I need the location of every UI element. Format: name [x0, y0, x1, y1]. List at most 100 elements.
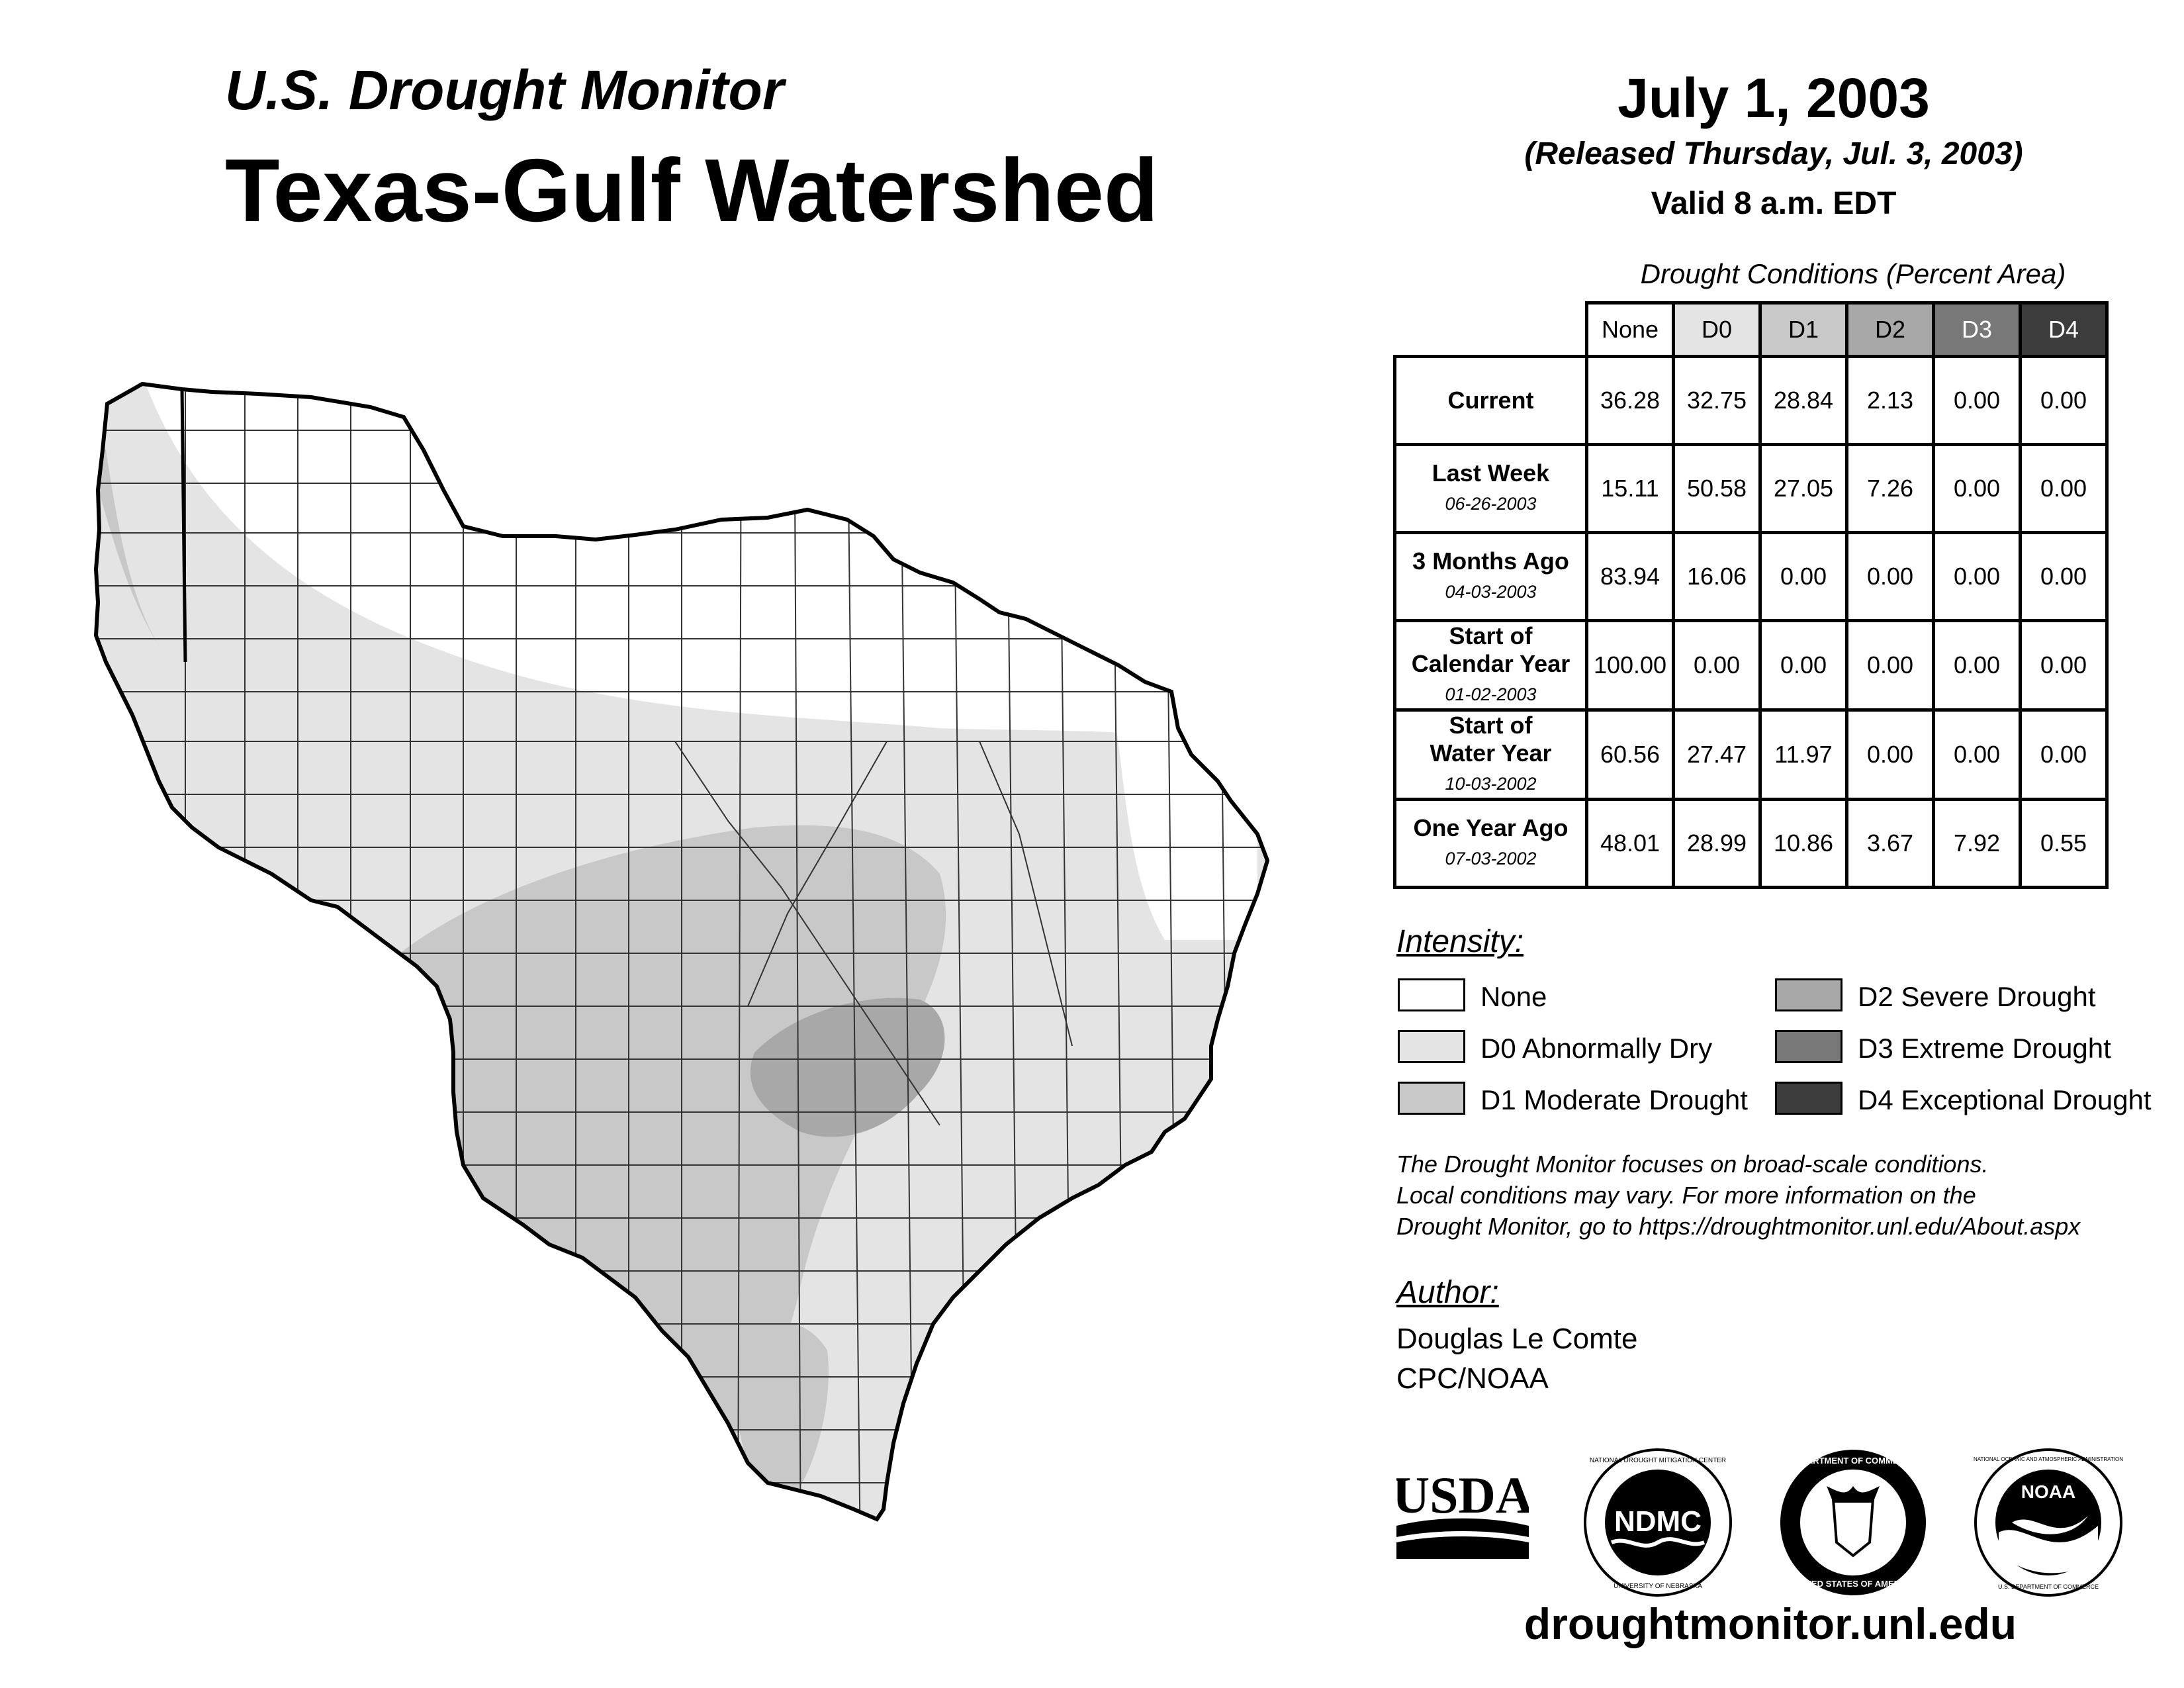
- legend-swatch: [1775, 978, 1843, 1011]
- valid-time: Valid 8 a.m. EDT: [1651, 186, 1897, 221]
- ndmc-ring-bottom: UNIVERSITY OF NEBRASKA: [1614, 1583, 1702, 1590]
- table-cell: 48.01: [1585, 798, 1675, 889]
- legend-title: Intensity:: [1396, 924, 1524, 959]
- table-cell: 100.00: [1585, 619, 1675, 712]
- table-cell: 0.00: [2019, 619, 2109, 712]
- ndmc-logo: NDMC NATIONAL DROUGHT MITIGATION CENTER …: [1584, 1448, 1732, 1597]
- table-cell: 60.56: [1585, 708, 1675, 801]
- row-label-text: Current: [1447, 387, 1534, 414]
- row-date: 01-02-2003: [1445, 684, 1537, 704]
- row-label: Current: [1393, 355, 1588, 446]
- col-header-none: None: [1585, 301, 1675, 358]
- legend-label: D1 Moderate Drought: [1480, 1084, 1748, 1115]
- release-date: (Released Thursday, Jul. 3, 2003): [1524, 136, 2023, 171]
- table-row: Start of Water Year 10-03-2002 60.56 27.47…: [1393, 708, 2109, 801]
- legend-swatch: [1398, 978, 1465, 1011]
- legend-swatch: [1775, 1082, 1843, 1115]
- usda-logo-text: USDA: [1396, 1466, 1529, 1524]
- usda-logo: USDA: [1396, 1466, 1529, 1559]
- table-cell: 16.06: [1672, 531, 1762, 622]
- row-label: Start of Calendar Year 01-02-2003: [1393, 619, 1588, 712]
- col-header-d1: D1: [1758, 301, 1848, 358]
- row-label-text: Start of Calendar Year: [1411, 622, 1570, 677]
- table-cell: 0.00: [1932, 531, 2022, 622]
- table-row: Last Week 06-26-2003 15.11 50.58 27.05 7.…: [1393, 443, 2109, 534]
- row-label: Start of Water Year 10-03-2002: [1393, 708, 1588, 801]
- table-row: Start of Calendar Year 01-02-2003 100.00 0…: [1393, 619, 2109, 712]
- table-caption: Drought Conditions (Percent Area): [1640, 258, 2066, 289]
- noaa-ring-bottom: U.S. DEPARTMENT OF COMMERCE: [1998, 1583, 2099, 1590]
- note-line: Local conditions may vary. For more info…: [1396, 1182, 1976, 1209]
- doc-ring-top: DEPARTMENT OF COMMERCE: [1790, 1456, 1917, 1466]
- row-label-text: Start of Water Year: [1430, 712, 1552, 767]
- doc-ring-bottom: UNITED STATES OF AMERICA: [1792, 1579, 1915, 1589]
- table-cell: 0.00: [1845, 619, 1935, 712]
- legend-label: D2 Severe Drought: [1858, 981, 2096, 1012]
- row-date: 07-03-2002: [1445, 849, 1537, 868]
- table-cell: 2.13: [1845, 355, 1935, 446]
- legend-label: D4 Exceptional Drought: [1858, 1084, 2152, 1115]
- col-header-d3: D3: [1932, 301, 2022, 358]
- table-cell: 0.00: [2019, 443, 2109, 534]
- watershed-map: [93, 371, 1304, 1562]
- ndmc-logo-text: NDMC: [1614, 1505, 1702, 1538]
- table-cell: 0.00: [2019, 531, 2109, 622]
- table-cell: 11.97: [1758, 708, 1848, 801]
- table-header-row: None D0 D1 D2 D3 D4: [1394, 301, 2109, 358]
- website-url[interactable]: droughtmonitor.unl.edu: [1524, 1599, 2017, 1648]
- legend-label: D3 Extreme Drought: [1858, 1033, 2111, 1064]
- table-cell: 0.00: [1758, 531, 1848, 622]
- col-header-d2: D2: [1845, 301, 1935, 358]
- row-label-text: One Year Ago: [1413, 814, 1569, 841]
- table-cell: 83.94: [1585, 531, 1675, 622]
- disclaimer-note: The Drought Monitor focuses on broad-sca…: [1396, 1149, 2184, 1242]
- author-org: CPC/NOAA: [1396, 1362, 1549, 1395]
- table-cell: 0.00: [1845, 531, 1935, 622]
- table-cell: 0.00: [1758, 619, 1848, 712]
- legend-swatch: [1398, 1030, 1465, 1063]
- table-cell: 0.00: [2019, 708, 2109, 801]
- ndmc-ring-top: NATIONAL DROUGHT MITIGATION CENTER: [1590, 1457, 1726, 1464]
- table-cell: 7.92: [1932, 798, 2022, 889]
- row-date: 06-26-2003: [1445, 494, 1537, 514]
- table-row: 3 Months Ago 04-03-2003 83.94 16.06 0.00 …: [1393, 531, 2109, 622]
- table-cell: 36.28: [1585, 355, 1675, 446]
- col-header-d0: D0: [1672, 301, 1762, 358]
- legend-swatch: [1398, 1082, 1465, 1115]
- table-cell: 0.00: [1672, 619, 1762, 712]
- table-cell: 0.00: [1932, 619, 2022, 712]
- table-cell: 28.84: [1758, 355, 1848, 446]
- legend-swatch: [1775, 1030, 1843, 1063]
- drought-conditions-table: None D0 D1 D2 D3 D4 Current 36.28 32.75 …: [1393, 301, 2109, 889]
- map-date: July 1, 2003: [1617, 67, 1930, 129]
- table-cell: 15.11: [1585, 443, 1675, 534]
- table-cell: 0.00: [2019, 355, 2109, 446]
- table-row: One Year Ago 07-03-2002 48.01 28.99 10.86…: [1393, 798, 2109, 889]
- col-header-d4: D4: [2019, 301, 2109, 358]
- legend-label: D0 Abnormally Dry: [1480, 1033, 1713, 1064]
- table-cell: 0.55: [2019, 798, 2109, 889]
- map-supertitle: U.S. Drought Monitor: [225, 59, 784, 121]
- noaa-logo-text: NOAA: [2021, 1481, 2075, 1502]
- table-cell: 0.00: [1845, 708, 1935, 801]
- row-label: Last Week 06-26-2003: [1393, 443, 1588, 534]
- doc-seal-logo: DEPARTMENT OF COMMERCE UNITED STATES OF …: [1780, 1450, 1926, 1595]
- row-label-text: Last Week: [1432, 459, 1550, 487]
- table-cell: 0.00: [1932, 355, 2022, 446]
- row-date: 10-03-2002: [1445, 774, 1537, 794]
- row-date: 04-03-2003: [1445, 582, 1537, 602]
- table-cell: 27.05: [1758, 443, 1848, 534]
- table-header-blank: [1394, 303, 1587, 358]
- noaa-logo: NOAA NATIONAL OCEANIC AND ATMOSPHERIC AD…: [1974, 1448, 2123, 1597]
- table-cell: 0.00: [1932, 708, 2022, 801]
- author-name: Douglas Le Comte: [1396, 1323, 1638, 1355]
- row-label: 3 Months Ago 04-03-2003: [1393, 531, 1588, 622]
- table-cell: 27.47: [1672, 708, 1762, 801]
- row-label-text: 3 Months Ago: [1412, 547, 1569, 575]
- legend-label: None: [1480, 981, 1547, 1012]
- table-cell: 50.58: [1672, 443, 1762, 534]
- table-cell: 32.75: [1672, 355, 1762, 446]
- note-line: Drought Monitor, go to https://droughtmo…: [1396, 1213, 2081, 1240]
- table-row: Current 36.28 32.75 28.84 2.13 0.00 0.00: [1393, 355, 2109, 446]
- table-cell: 28.99: [1672, 798, 1762, 889]
